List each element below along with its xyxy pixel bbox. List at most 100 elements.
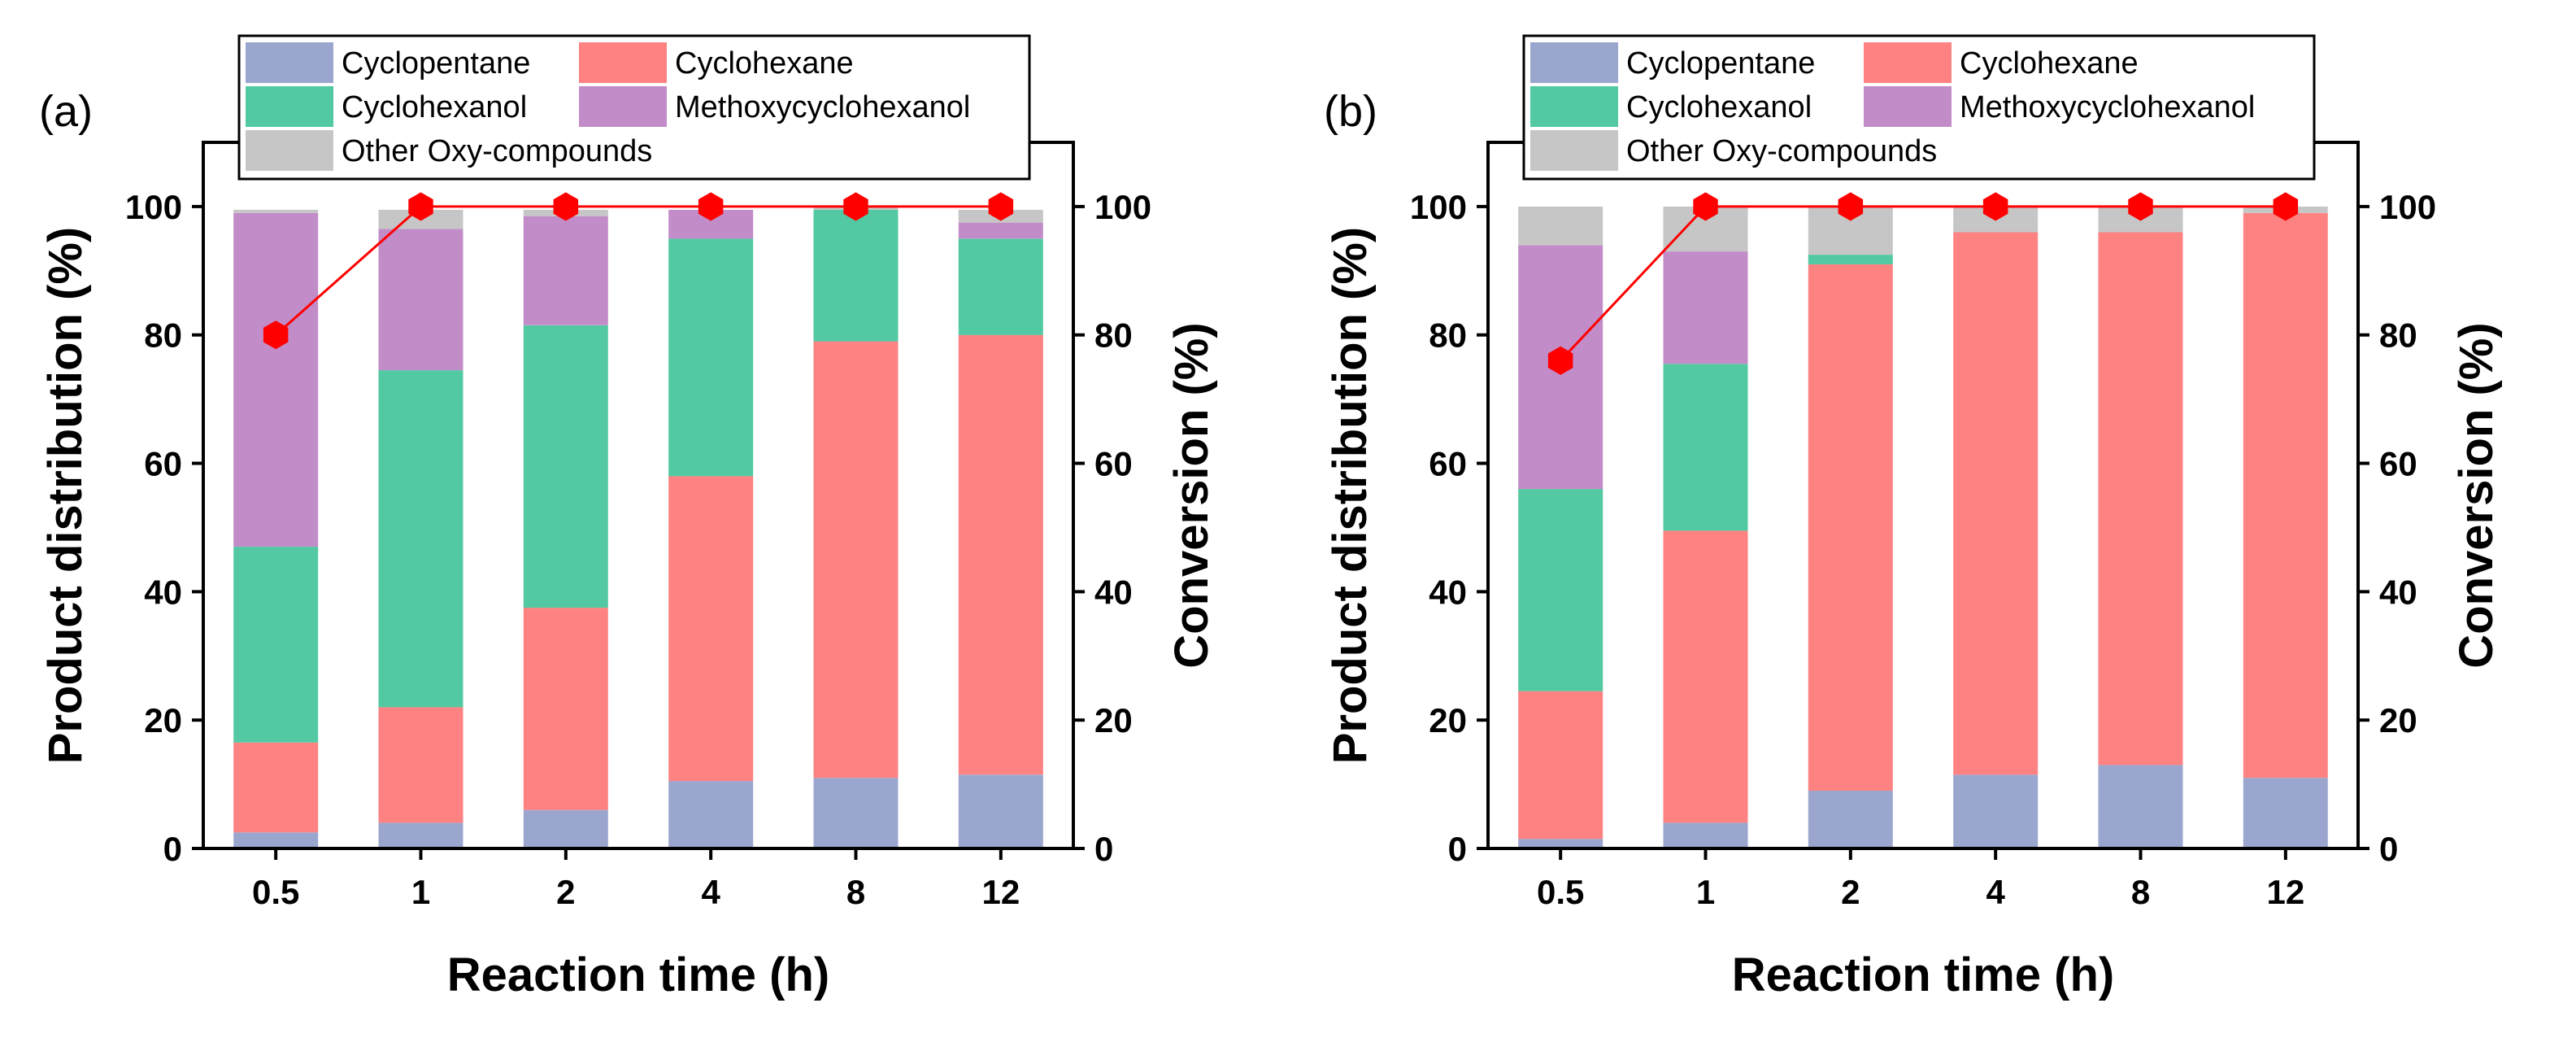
conversion-point-2 — [553, 192, 579, 221]
conversion-point-8 — [2128, 192, 2153, 221]
bar-segment-cyclopentane-4 — [1953, 774, 2039, 848]
conversion-point-0-5 — [1547, 346, 1573, 375]
bar-segment-cyclopentane-1 — [1663, 822, 1748, 848]
legend-label: Cyclopentane — [342, 46, 530, 81]
legend-swatch-other-oxy-compounds — [1530, 130, 1618, 171]
y-tick-label: 0 — [163, 830, 182, 868]
legend-swatch-cyclopentane — [246, 42, 333, 83]
x-tick-label: 2 — [1841, 873, 1860, 911]
legend-label: Other Oxy-compounds — [1626, 134, 1937, 168]
legend-swatch-methoxycyclohexanol — [1864, 86, 1952, 127]
y-tick-label: 40 — [1429, 573, 1467, 611]
plot-frame — [1486, 141, 2360, 850]
legend-label: Methoxycyclohexanol — [675, 90, 970, 124]
y-tick-label: 0 — [1448, 830, 1467, 868]
legend-label: Cyclohexane — [1960, 46, 2139, 81]
y2-tick-label: 60 — [1094, 445, 1133, 483]
bar-segment-cyclohexane-1 — [378, 707, 463, 823]
y-tick-label: 20 — [144, 701, 182, 739]
bar-segment-cyclohexanol-12 — [958, 238, 1043, 335]
bar-segment-cyclohexanol-0-5 — [1518, 489, 1603, 691]
bar-segment-cyclohexanol-0-5 — [233, 547, 319, 743]
bar-segment-methoxycyclohexanol-0-5 — [233, 212, 319, 547]
x-tick-label: 0.5 — [252, 873, 299, 911]
y2-tick-label: 20 — [1094, 701, 1133, 739]
bar-segment-cyclopentane-8 — [813, 778, 899, 848]
legend-label: Other Oxy-compounds — [342, 134, 652, 168]
panel-label-b: (b) — [1324, 87, 1377, 136]
y2-tick-label: 60 — [2379, 445, 2417, 483]
x-tick-label: 12 — [981, 873, 1020, 911]
conversion-polyline — [1560, 205, 2286, 362]
legend: Cyclopentane Cyclohexane Cyclohexanol Metho… — [1522, 34, 2316, 181]
y-tick-label: 100 — [125, 188, 182, 226]
legend-swatch-other-oxy-compounds — [246, 130, 333, 171]
bar-segment-cyclohexane-4 — [668, 476, 754, 782]
x-axis-title: Reaction time (h) — [447, 949, 830, 1001]
bar-segment-cyclohexanol-2 — [523, 325, 608, 608]
y2-tick-label: 40 — [1094, 573, 1133, 611]
legend-swatch-cyclohexane — [579, 42, 667, 83]
bar-segment-cyclohexane-8 — [2098, 232, 2183, 765]
bar-segment-cyclohexane-12 — [2243, 212, 2328, 778]
bar-segment-cyclohexanol-1 — [378, 370, 463, 708]
x-tick-label: 8 — [846, 873, 865, 911]
y-tick-label: 80 — [1429, 316, 1467, 355]
bar-segment-methoxycyclohexanol-2 — [523, 216, 608, 325]
panel-label-a: (a) — [39, 87, 93, 136]
y2-tick-label: 0 — [2379, 830, 2398, 868]
bar-segment-cyclohexanol-2 — [1808, 255, 1893, 264]
y2-axis-title: Conversion (%) — [2450, 322, 2503, 668]
bar-segment-cyclopentane-0-5 — [1518, 839, 1603, 848]
bar-segment-cyclohexane-8 — [813, 341, 899, 778]
bar-segment-methoxycyclohexanol-1 — [1663, 251, 1748, 364]
bar-segment-cyclohexane-2 — [1808, 264, 1893, 791]
y2-tick-label: 20 — [2379, 701, 2417, 739]
conversion-points — [1547, 192, 2299, 375]
bar-segment-cyclohexanol-1 — [1663, 364, 1748, 531]
legend-label: Cyclohexanol — [1626, 90, 1812, 124]
x-axis-title: Reaction time (h) — [1732, 949, 2115, 1001]
y-tick-label: 20 — [1429, 701, 1467, 739]
x-tick-label: 12 — [2266, 873, 2304, 911]
bar-segment-cyclohexane-1 — [1663, 530, 1748, 823]
bar-segment-cyclohexane-0-5 — [1518, 691, 1603, 840]
legend-label: Cyclohexane — [675, 46, 854, 81]
conversion-point-1 — [408, 192, 433, 221]
bar-segment-cyclohexanol-8 — [813, 209, 899, 342]
y2-tick-label: 0 — [1094, 830, 1113, 868]
conversion-point-8 — [843, 192, 868, 221]
bars — [1518, 206, 2328, 848]
conversion-point-1 — [1693, 192, 1718, 221]
bar-segment-methoxycyclohexanol-1 — [378, 229, 463, 371]
y-axis-title: Product distribution (%) — [1324, 227, 1377, 765]
conversion-point-4 — [1982, 192, 2008, 221]
y2-tick-label: 40 — [2379, 573, 2417, 611]
bar-segment-cyclohexane-12 — [958, 334, 1043, 775]
conversion-point-12 — [988, 192, 1014, 221]
bar-segment-cyclopentane-12 — [958, 774, 1043, 848]
bar-segment-other-oxy-compounds-0-5 — [1518, 206, 1603, 246]
y2-tick-label: 80 — [1094, 316, 1133, 355]
bar-segment-cyclohexane-0-5 — [233, 742, 319, 833]
legend-swatch-methoxycyclohexanol — [579, 86, 667, 127]
bar-segment-cyclopentane-8 — [2098, 765, 2183, 848]
x-tick-label: 2 — [556, 873, 575, 911]
bar-segment-cyclopentane-0-5 — [233, 832, 319, 848]
x-tick-label: 1 — [411, 873, 430, 911]
x-tick-label: 4 — [701, 873, 720, 911]
conversion-point-4 — [698, 192, 724, 221]
legend-swatch-cyclohexane — [1864, 42, 1952, 83]
bar-segment-cyclopentane-12 — [2243, 778, 2328, 848]
y-tick-label: 100 — [1410, 188, 1467, 226]
bar-segment-methoxycyclohexanol-12 — [958, 222, 1043, 239]
y2-tick-label: 100 — [1094, 188, 1151, 226]
y-tick-label: 80 — [144, 316, 182, 355]
legend-label: Cyclohexanol — [342, 90, 527, 124]
conversion-polyline — [275, 205, 1001, 336]
y-tick-label: 60 — [144, 445, 182, 483]
